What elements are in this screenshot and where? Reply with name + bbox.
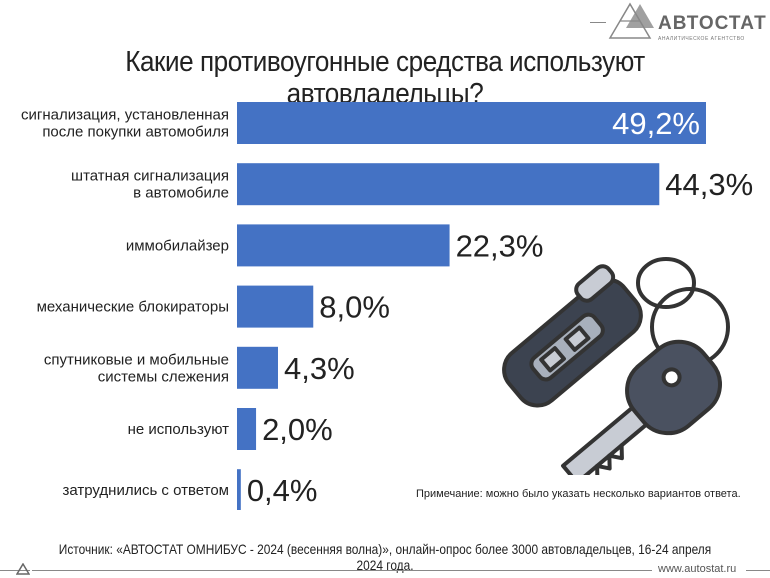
bar (237, 224, 450, 267)
bar (237, 285, 314, 328)
value-label: 8,0% (319, 290, 390, 325)
site-link[interactable]: www.autostat.ru (658, 563, 737, 575)
logo-name: АВТОСТАТ (658, 13, 767, 34)
category-label: системы слежения (98, 368, 229, 385)
value-label: 0,4% (247, 473, 318, 508)
value-label: 22,3% (456, 228, 544, 263)
category-label: в автомобиле (133, 185, 229, 202)
logo-subtitle: АНАЛИТИЧЕСКОЕ АГЕНТСТВО (658, 36, 745, 42)
category-label: после покупки автомобиля (42, 124, 229, 141)
category-label: иммобилайзер (126, 237, 229, 254)
note: Примечание: можно было указать несколько… (416, 488, 741, 500)
bar (237, 346, 278, 389)
bar (237, 163, 660, 206)
category-label: затруднились с ответом (62, 482, 229, 499)
category-label: не используют (128, 421, 230, 438)
footer-divider (0, 570, 30, 571)
source: Источник: «АВТОСТАТ ОМНИБУС - 2024 (весе… (58, 541, 712, 573)
category-label: спутниковые и мобильные (44, 351, 229, 368)
category-label: сигнализация, установленная (21, 107, 229, 124)
footer-divider (32, 570, 652, 571)
value-label: 2,0% (262, 412, 333, 447)
footer-divider (746, 570, 770, 571)
value-label: 49,2% (612, 106, 700, 141)
value-label: 44,3% (665, 167, 753, 202)
bar (237, 469, 241, 510)
bar (237, 102, 706, 144)
car-keys-icon (502, 257, 730, 475)
logo-triangles-icon (608, 2, 654, 39)
category-label: механические блокираторы (37, 299, 229, 316)
autostat-logo: АВТОСТАТ АНАЛИТИЧЕСКОЕ АГЕНТСТВО (590, 2, 770, 42)
bar (237, 408, 257, 450)
category-label: штатная сигнализация (71, 168, 229, 185)
logo-small-icon (16, 563, 30, 575)
value-label: 4,3% (284, 351, 355, 386)
